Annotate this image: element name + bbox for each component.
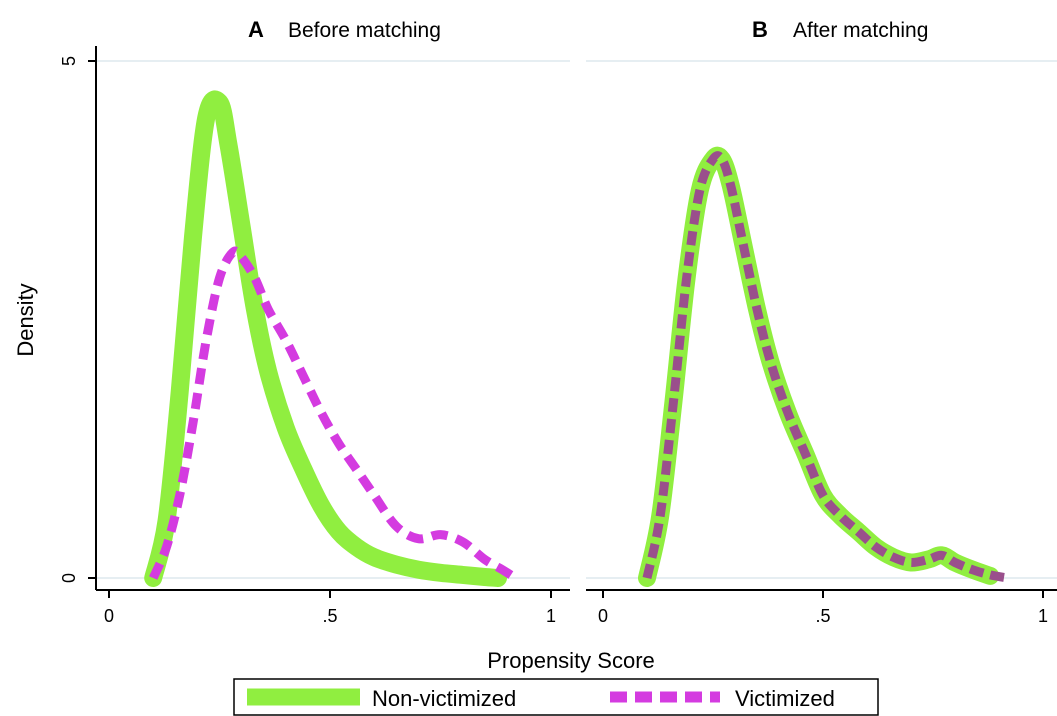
panel-a-series-victimized <box>149 246 519 582</box>
panel-b-series-victimized <box>642 151 1009 583</box>
legend: Non-victimized Victimized <box>233 678 879 716</box>
panel-a-series-non-victimized <box>144 90 507 587</box>
panel-b-xtick-label-1: 1 <box>1038 606 1048 626</box>
panel-a-xtick-label-0: 0 <box>104 606 114 626</box>
panel-b-letter: B <box>752 17 768 42</box>
panel-a: A Before matching 5 0 0 .5 1 <box>59 17 570 626</box>
panel-a-xtick-label-05: .5 <box>322 606 337 626</box>
panel-b-xtick-label-0: 0 <box>598 606 608 626</box>
y-axis-title: Density <box>13 283 38 356</box>
panel-b-title: After matching <box>793 19 928 42</box>
panel-a-ytick-label-0: 0 <box>59 573 79 583</box>
panel-a-xtick-label-1: 1 <box>546 606 556 626</box>
panel-a-title: Before matching <box>288 19 441 42</box>
legend-box <box>233 678 879 716</box>
legend-label-victimized: Victimized <box>735 686 835 711</box>
panel-a-letter: A <box>248 17 264 42</box>
panel-b: B After matching 0 .5 1 <box>586 17 1057 626</box>
x-axis-title: Propensity Score <box>487 648 655 673</box>
panel-a-ytick-label-5: 5 <box>59 56 79 66</box>
panel-b-xtick-label-05: .5 <box>815 606 830 626</box>
legend-label-non-victimized: Non-victimized <box>372 686 516 711</box>
